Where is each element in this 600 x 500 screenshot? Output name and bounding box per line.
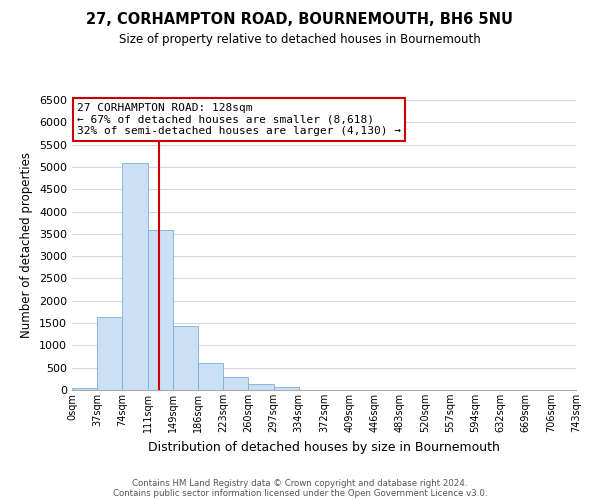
Bar: [274, 387, 299, 390]
Bar: [122, 164, 148, 390]
Bar: [223, 376, 248, 390]
Text: 27, CORHAMPTON ROAD, BOURNEMOUTH, BH6 5NU: 27, CORHAMPTON ROAD, BOURNEMOUTH, BH6 5N…: [86, 12, 514, 28]
X-axis label: Distribution of detached houses by size in Bournemouth: Distribution of detached houses by size …: [148, 440, 500, 454]
Bar: [72, 388, 97, 390]
Text: 27 CORHAMPTON ROAD: 128sqm
← 67% of detached houses are smaller (8,618)
32% of s: 27 CORHAMPTON ROAD: 128sqm ← 67% of deta…: [77, 103, 401, 136]
Text: Contains public sector information licensed under the Open Government Licence v3: Contains public sector information licen…: [113, 488, 487, 498]
Text: Contains HM Land Registry data © Crown copyright and database right 2024.: Contains HM Land Registry data © Crown c…: [132, 478, 468, 488]
Text: Size of property relative to detached houses in Bournemouth: Size of property relative to detached ho…: [119, 32, 481, 46]
Bar: [248, 384, 274, 390]
Bar: [148, 230, 173, 390]
Y-axis label: Number of detached properties: Number of detached properties: [20, 152, 34, 338]
Bar: [97, 317, 122, 390]
Bar: [198, 363, 223, 390]
Bar: [173, 326, 198, 390]
